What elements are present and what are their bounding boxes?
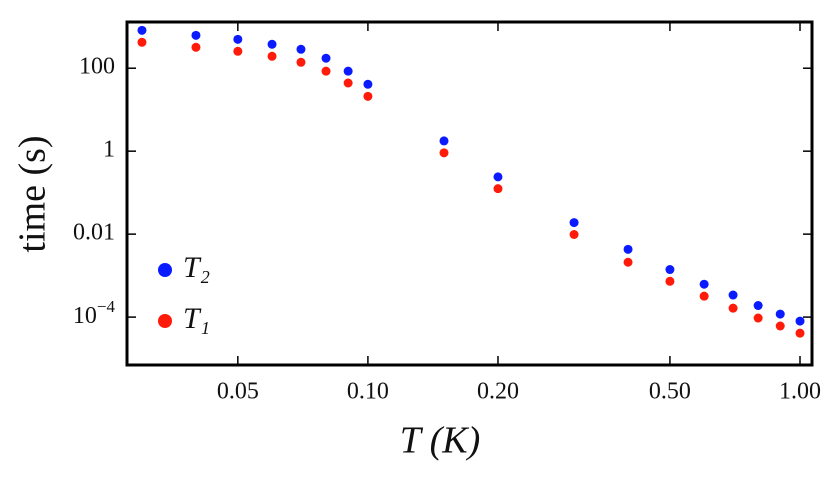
y-tick-label-base: 10 [73, 303, 97, 329]
data-point [321, 66, 331, 76]
data-point [623, 244, 633, 254]
data-point [137, 37, 147, 47]
data-point [296, 57, 306, 67]
data-point [267, 39, 277, 49]
data-point [233, 46, 243, 56]
data-point [753, 301, 763, 311]
y-tick-label-exponent: −4 [97, 297, 116, 316]
legend-label: T₂ [183, 251, 210, 284]
data-point [569, 229, 579, 239]
data-point [665, 276, 675, 286]
legend-marker [158, 263, 172, 277]
data-point [439, 148, 449, 158]
data-point [191, 30, 201, 40]
data-point [343, 78, 353, 88]
data-point [728, 303, 738, 313]
data-point [493, 184, 503, 194]
data-point [343, 66, 353, 76]
data-point [699, 291, 709, 301]
y-tick-label: 1 [103, 137, 115, 163]
data-point [493, 172, 503, 182]
x-tick-label: 0.10 [347, 379, 389, 405]
x-tick-label: 0.05 [217, 379, 259, 405]
y-tick-label: 10−4 [73, 297, 116, 329]
data-point [795, 328, 805, 338]
data-point [439, 136, 449, 146]
data-point [753, 313, 763, 323]
x-tick-label: 1.00 [779, 379, 821, 405]
legend-label: T₁ [183, 302, 210, 335]
data-point [137, 25, 147, 35]
data-point [795, 316, 805, 326]
data-point [363, 91, 373, 101]
data-point [775, 321, 785, 331]
x-axis-label: T (K) [400, 420, 481, 462]
data-point [728, 290, 738, 300]
x-tick-label: 0.20 [477, 379, 519, 405]
data-point [623, 257, 633, 267]
data-point [233, 34, 243, 44]
data-point [665, 265, 675, 275]
data-point [363, 79, 373, 89]
data-point [191, 42, 201, 52]
y-tick-label: 100 [79, 54, 115, 80]
data-point [321, 53, 331, 63]
y-axis-label: time (s) [12, 135, 54, 252]
plot-frame [125, 20, 814, 367]
data-point [569, 218, 579, 228]
data-point [775, 309, 785, 319]
data-point [267, 51, 277, 61]
x-tick-label: 0.50 [649, 379, 691, 405]
data-point [296, 44, 306, 54]
legend-marker [158, 314, 172, 328]
data-point [699, 279, 709, 289]
y-tick-label: 0.01 [73, 220, 115, 246]
